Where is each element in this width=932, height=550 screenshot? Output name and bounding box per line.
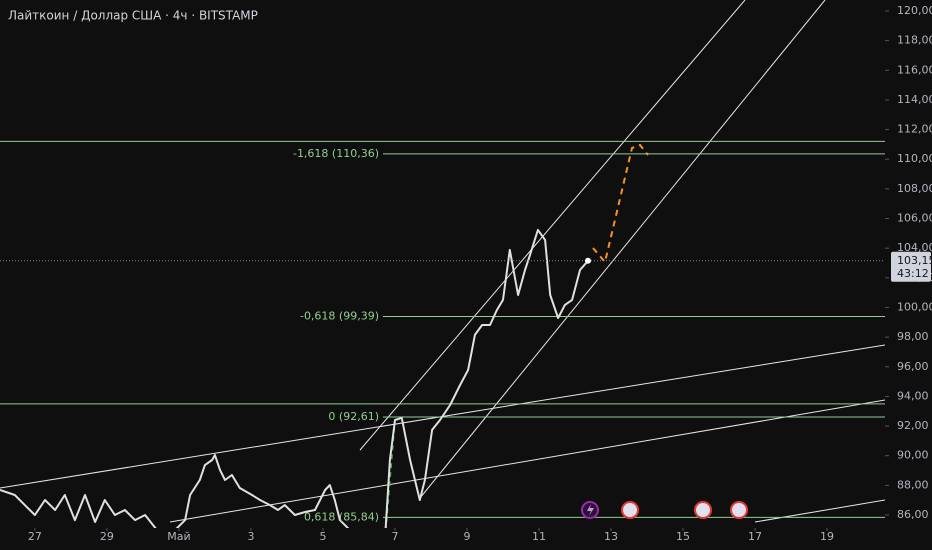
price-tag-value: 103,15: [897, 254, 932, 267]
trend-line: [419, 0, 826, 499]
x-tick-label: Май: [167, 530, 190, 543]
y-tick-label: 86,00: [897, 508, 929, 521]
y-tick-label: 90,00: [897, 449, 929, 462]
trend-line: [169, 399, 885, 523]
x-tick-label: 3: [247, 530, 254, 543]
x-tick-label: 27: [28, 530, 42, 543]
y-tick-label: 92,00: [897, 419, 929, 432]
x-tick-label: 13: [604, 530, 618, 543]
x-tick-label: 17: [748, 530, 762, 543]
plot-area: [0, 140, 885, 528]
x-tick-label: 19: [820, 530, 834, 543]
price-line: [0, 228, 589, 528]
fib-label: 0,618 (85,84): [304, 510, 379, 523]
x-tick-label: 15: [676, 530, 690, 543]
trend-line: [359, 0, 746, 451]
y-tick-label: 120,00: [897, 4, 932, 17]
y-tick-label: 106,00: [897, 212, 932, 225]
y-tick-label: 112,00: [897, 123, 932, 136]
chart-title: Лайткоин / Доллар США · 4ч · BITSTAMP: [8, 9, 258, 23]
y-tick-label: 100,00: [897, 300, 932, 313]
last-point: [584, 257, 591, 264]
price-tag: [891, 251, 931, 282]
trend-line: [754, 499, 885, 523]
x-tick-label: 29: [100, 530, 114, 543]
x-tick-label: 5: [319, 530, 326, 543]
y-tick-label: 88,00: [897, 478, 929, 491]
fib-label: 0 (92,61): [328, 410, 379, 423]
fib-label: -1,618 (110,36): [293, 147, 379, 160]
event-icon[interactable]: [730, 501, 748, 519]
y-tick-label: 118,00: [897, 34, 932, 47]
y-tick-label: 116,00: [897, 63, 932, 76]
event-icon[interactable]: [694, 501, 712, 519]
y-tick-label: 94,00: [897, 389, 929, 402]
event-icon[interactable]: [621, 501, 639, 519]
x-tick-label: 9: [463, 530, 470, 543]
y-tick-label: 108,00: [897, 182, 932, 195]
price-tag-countdown: 43:12: [897, 267, 929, 280]
y-tick-label: 98,00: [897, 330, 929, 343]
x-tick-label: 7: [391, 530, 398, 543]
event-icons[interactable]: [581, 501, 748, 519]
event-icon-glyph: [587, 504, 594, 516]
y-tick-label: 104,00: [897, 241, 932, 254]
y-tick-label: 110,00: [897, 152, 932, 165]
y-tick-label: 96,00: [897, 360, 929, 373]
fib-label: -0,618 (99,39): [300, 310, 379, 323]
projection: [592, 143, 649, 265]
x-tick-label: 11: [532, 530, 546, 543]
y-tick-label: 114,00: [897, 93, 932, 106]
